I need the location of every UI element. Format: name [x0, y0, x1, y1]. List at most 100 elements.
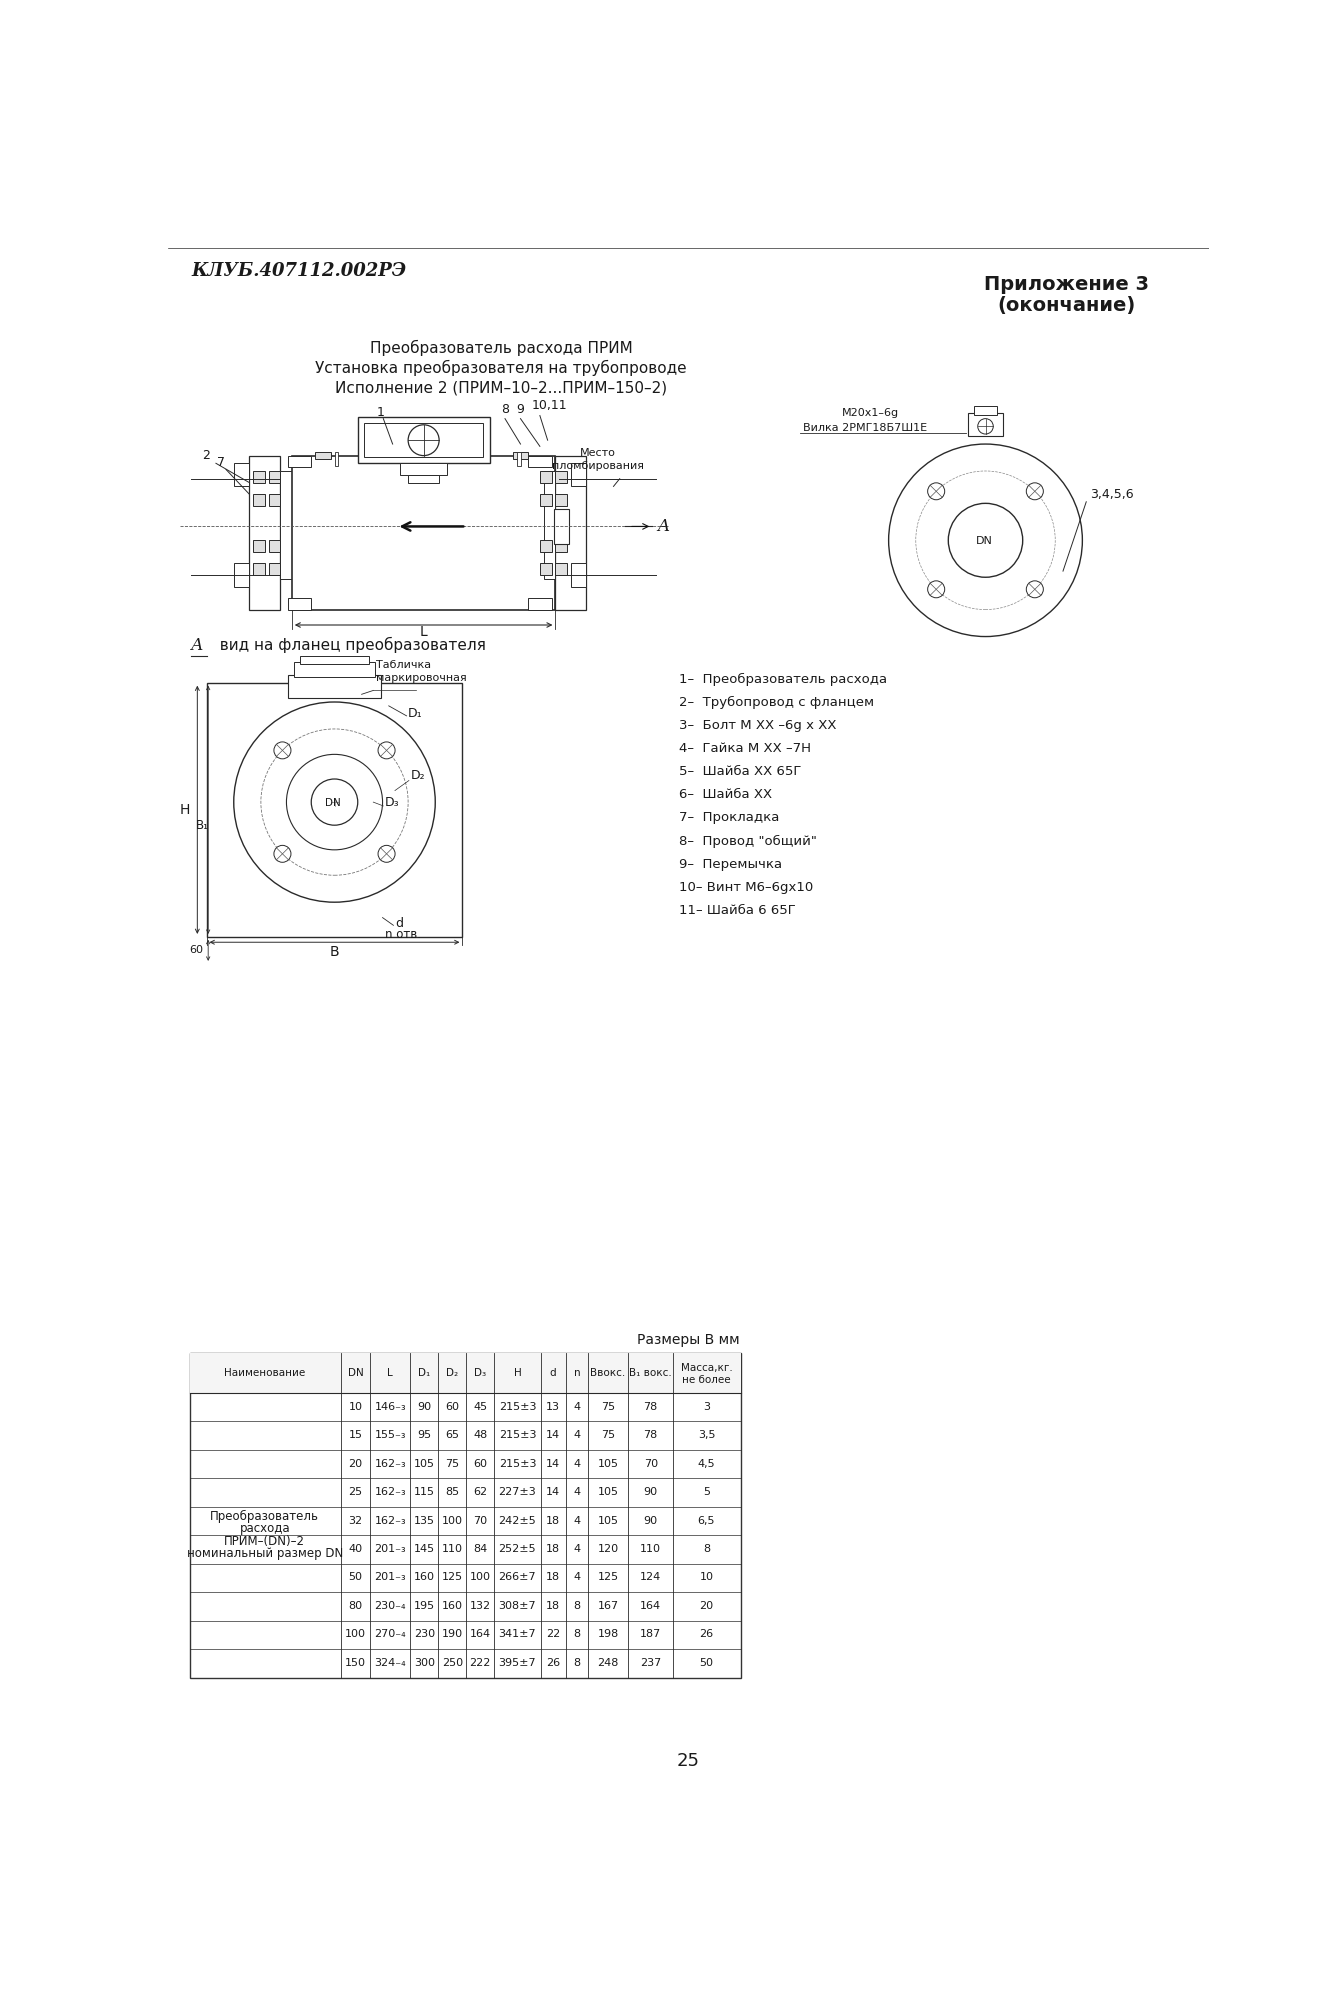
Text: 90: 90: [643, 1516, 658, 1526]
Text: 3: 3: [702, 1402, 710, 1412]
Text: B₁ вокс.: B₁ вокс.: [630, 1368, 672, 1378]
Text: 324₋₄: 324₋₄: [375, 1658, 406, 1668]
Text: Вилка 2РМГ18Б7Ш1Е: Вилка 2РМГ18Б7Ш1Е: [803, 422, 928, 432]
Text: 48: 48: [473, 1430, 488, 1440]
Text: М20х1–6g: М20х1–6g: [842, 408, 900, 418]
Bar: [287, 676, 381, 698]
Text: 100: 100: [442, 1516, 463, 1526]
Circle shape: [1026, 482, 1044, 500]
Text: 78: 78: [643, 1430, 658, 1440]
Text: 3,5: 3,5: [698, 1430, 716, 1440]
Text: Исполнение 2 (ПРИМ–10–2...ПРИМ–150–2): Исполнение 2 (ПРИМ–10–2...ПРИМ–150–2): [334, 380, 667, 396]
Text: Преобразователь: Преобразователь: [211, 1510, 320, 1524]
Text: 110: 110: [641, 1544, 661, 1554]
Text: 70: 70: [643, 1458, 658, 1468]
Circle shape: [377, 742, 395, 758]
Text: 65: 65: [446, 1430, 459, 1440]
Text: 8: 8: [573, 1658, 580, 1668]
Bar: [556, 564, 567, 574]
Text: 6–  Шайба ХХ: 6– Шайба ХХ: [680, 788, 772, 802]
Text: 14: 14: [547, 1488, 560, 1498]
Text: 105: 105: [598, 1516, 619, 1526]
Text: 20: 20: [348, 1458, 363, 1468]
Bar: [316, 452, 330, 460]
Bar: [400, 464, 447, 474]
Text: 1: 1: [377, 406, 385, 418]
Text: не более: не более: [682, 1376, 731, 1386]
Text: 75: 75: [446, 1458, 459, 1468]
Text: 8: 8: [573, 1630, 580, 1640]
Text: 10,11: 10,11: [532, 400, 568, 412]
Bar: [269, 494, 281, 506]
Text: L: L: [387, 1368, 393, 1378]
Text: 18: 18: [547, 1516, 560, 1526]
Text: Наименование: Наименование: [224, 1368, 305, 1378]
Circle shape: [274, 742, 291, 758]
Text: 4: 4: [573, 1516, 580, 1526]
Text: 242±5: 242±5: [498, 1516, 536, 1526]
Text: 62: 62: [473, 1488, 488, 1498]
Text: 78: 78: [643, 1402, 658, 1412]
Text: 1–  Преобразователь расхода: 1– Преобразователь расхода: [680, 672, 888, 686]
Text: 190: 190: [442, 1630, 463, 1640]
Bar: [408, 474, 439, 482]
Bar: [364, 424, 483, 458]
Bar: [287, 456, 312, 468]
Text: А: А: [191, 638, 204, 654]
Text: 10– Винт М6–6gх10: 10– Винт М6–6gх10: [680, 880, 814, 894]
Text: 14: 14: [547, 1458, 560, 1468]
Text: 9: 9: [517, 404, 525, 416]
Text: 227±3: 227±3: [498, 1488, 536, 1498]
Text: D₁: D₁: [418, 1368, 431, 1378]
Text: 95: 95: [418, 1430, 431, 1440]
Bar: [269, 564, 281, 574]
Text: 8: 8: [573, 1600, 580, 1610]
Text: 300: 300: [414, 1658, 435, 1668]
Text: 75: 75: [602, 1430, 615, 1440]
Text: 2: 2: [201, 450, 210, 462]
Text: 124: 124: [641, 1572, 661, 1582]
Text: 252±5: 252±5: [498, 1544, 536, 1554]
Text: 90: 90: [643, 1488, 658, 1498]
Bar: [334, 452, 338, 466]
Text: 10: 10: [348, 1402, 363, 1412]
Text: 60: 60: [473, 1458, 488, 1468]
Text: 60: 60: [189, 944, 203, 954]
Text: 18: 18: [547, 1544, 560, 1554]
Text: 120: 120: [598, 1544, 619, 1554]
Text: 13: 13: [547, 1402, 560, 1412]
Bar: [968, 414, 1003, 436]
Text: 4: 4: [573, 1458, 580, 1468]
Text: 4: 4: [573, 1488, 580, 1498]
Text: 230₋₄: 230₋₄: [375, 1600, 406, 1610]
Text: 40: 40: [348, 1544, 363, 1554]
Circle shape: [1026, 580, 1044, 598]
Text: 18: 18: [547, 1600, 560, 1610]
Text: 162₋₃: 162₋₃: [375, 1488, 406, 1498]
Text: 60: 60: [446, 1402, 459, 1412]
Text: 146₋₃: 146₋₃: [375, 1402, 406, 1412]
Text: 201₋₃: 201₋₃: [375, 1572, 406, 1582]
Text: 6,5: 6,5: [698, 1516, 716, 1526]
Text: 5: 5: [702, 1488, 710, 1498]
Text: 8–  Провод "общий": 8– Провод "общий": [680, 834, 818, 848]
Text: Табличка
маркировочная: Табличка маркировочная: [376, 660, 466, 684]
Text: 215±3: 215±3: [498, 1458, 536, 1468]
Text: 4: 4: [573, 1572, 580, 1582]
Bar: [250, 456, 281, 610]
Text: 167: 167: [598, 1600, 619, 1610]
Text: 308±7: 308±7: [498, 1600, 536, 1610]
Text: 155₋₃: 155₋₃: [375, 1430, 406, 1440]
Text: 145: 145: [414, 1544, 435, 1554]
Text: 4,5: 4,5: [697, 1458, 716, 1468]
Text: 266±7: 266±7: [498, 1572, 536, 1582]
Text: 15: 15: [348, 1430, 363, 1440]
Text: 162₋₃: 162₋₃: [375, 1458, 406, 1468]
Text: B: B: [329, 946, 340, 960]
Bar: [974, 406, 997, 414]
Bar: [234, 564, 250, 586]
Text: 18: 18: [547, 1572, 560, 1582]
Text: D₃: D₃: [474, 1368, 486, 1378]
Bar: [556, 456, 587, 610]
Text: Место
пломбирования: Место пломбирования: [552, 448, 645, 472]
